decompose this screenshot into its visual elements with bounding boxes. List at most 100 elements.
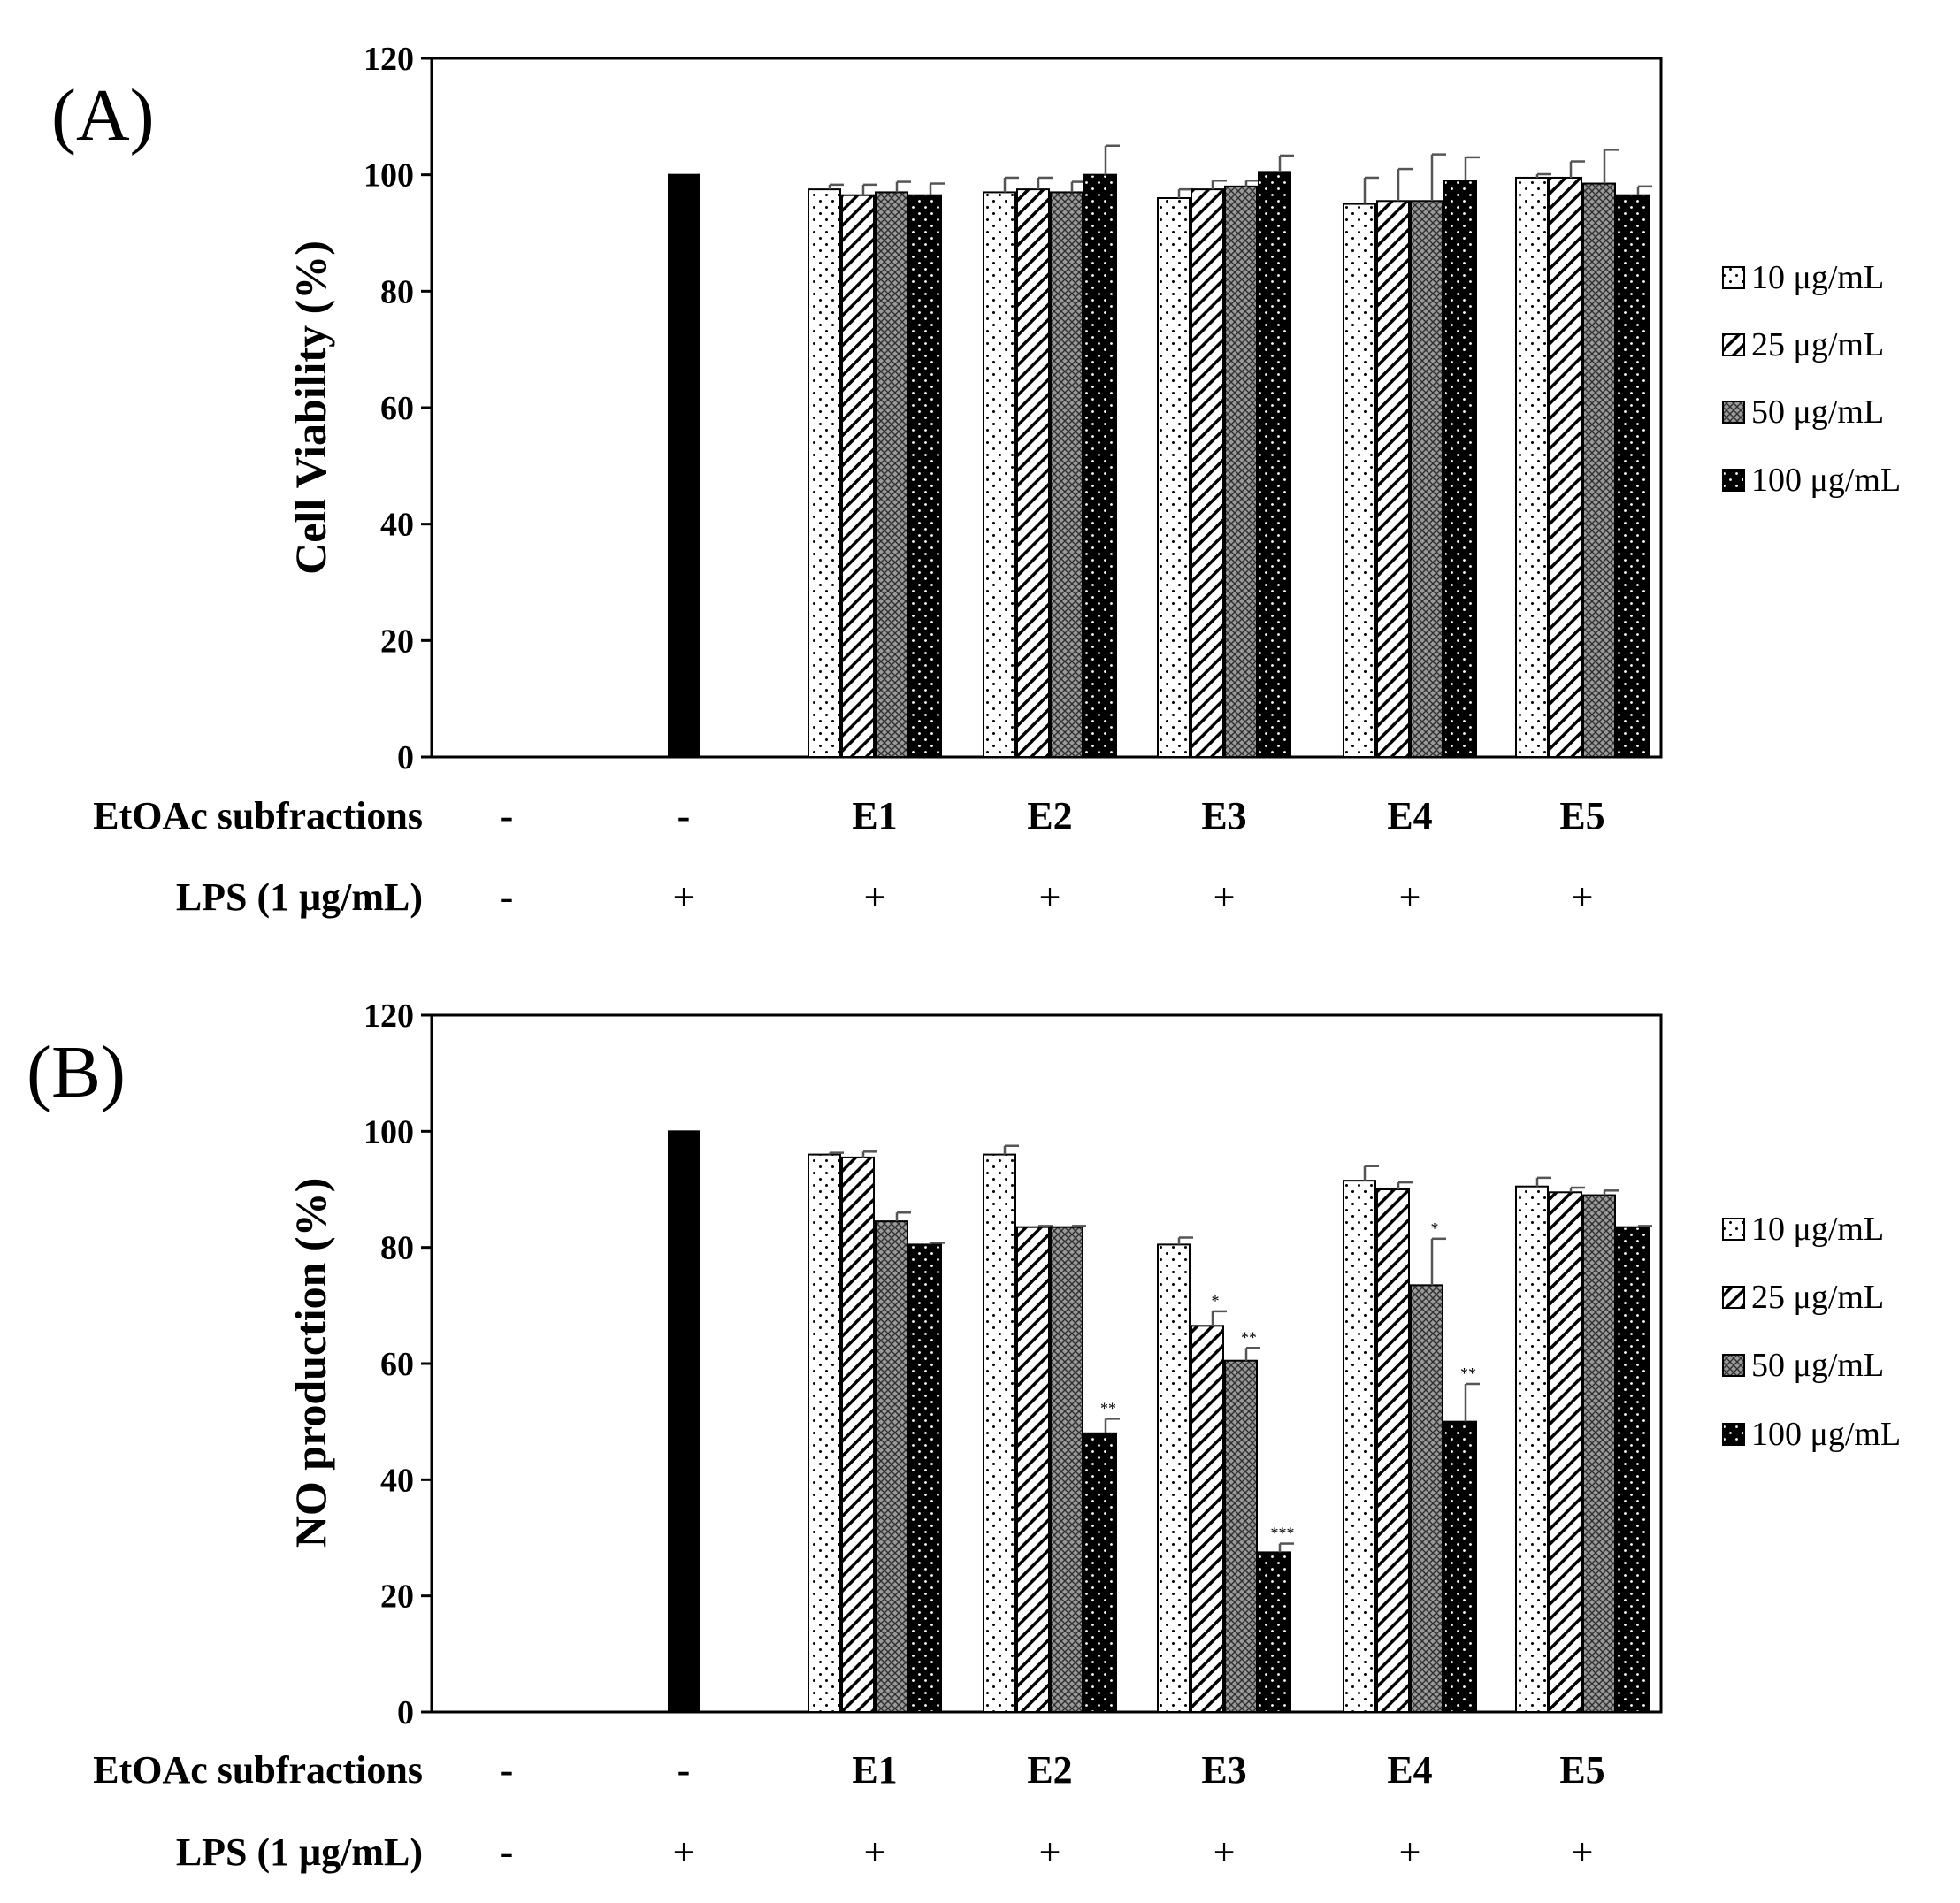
bar-conc-1: [1343, 203, 1376, 759]
legend-swatch: [1722, 1354, 1745, 1377]
legend-label: 50 μg/mL: [1751, 394, 1884, 431]
legend-swatch: [1722, 1218, 1745, 1241]
panel-a-extract-cell: E3: [1201, 794, 1246, 837]
significance-label: ***: [1271, 1525, 1295, 1542]
y-tick-label: 0: [397, 1694, 414, 1731]
significance-label: *: [1431, 1219, 1439, 1237]
legend-swatch: [1722, 266, 1745, 289]
legend-label: 25 μg/mL: [1751, 1279, 1884, 1316]
bar-conc-3: [1410, 200, 1443, 758]
panel-a-lps-row: - + + + + + +: [501, 875, 1594, 919]
panel-a-extract-cell: E4: [1387, 794, 1432, 837]
panel-a-lps-cell: +: [1214, 875, 1236, 919]
panel-b-lps-cell: +: [1399, 1830, 1421, 1874]
y-tick-label: 60: [380, 390, 414, 427]
bar-conc-4: [1083, 173, 1117, 758]
bar-conc-1: [808, 1153, 841, 1713]
legend-swatch: [1722, 1423, 1745, 1446]
panel-b-lps-cell: +: [1214, 1830, 1236, 1874]
legend-item: 25 μg/mL: [1722, 1279, 1884, 1316]
legend-item: 100 μg/mL: [1722, 462, 1901, 499]
legend-item: 10 μg/mL: [1722, 259, 1884, 296]
bar-conc-4: [1616, 194, 1650, 759]
bar-conc-2: [1191, 188, 1224, 758]
y-tick-label: 20: [380, 1578, 414, 1616]
panel-b-lps-cell: +: [673, 1830, 695, 1874]
bar-conc-2: [1191, 1325, 1224, 1713]
bar-conc-1: [1343, 1180, 1376, 1713]
bar-conc-1: [1157, 197, 1191, 758]
bar-lps-control: [668, 173, 700, 758]
legend-swatch: [1722, 401, 1745, 424]
panel-a-extract-row: - - E1 E2 E3 E4 E5: [501, 794, 1605, 837]
panel-a-lps-cell: +: [1399, 875, 1421, 919]
significance-label: **: [1460, 1364, 1476, 1382]
bar-conc-3: [1224, 185, 1258, 759]
significance-label: **: [1100, 1399, 1116, 1417]
legend-item: 10 μg/mL: [1722, 1211, 1884, 1248]
y-tick-label: 40: [380, 507, 414, 544]
panel-a-lps-row-label: LPS (1 μg/mL): [176, 875, 423, 919]
bar-conc-1: [1515, 176, 1549, 759]
panel-b-legend: 10 μg/mL 25 μg/mL 50 μg/mL 100 μg/mL: [1722, 1211, 1901, 1453]
panel-b-extract-row: - - E1 E2 E3 E4 E5: [501, 1748, 1605, 1792]
bar-lps-control: [668, 1130, 700, 1714]
panel-b-extract-cell: E5: [1559, 1748, 1604, 1792]
panel-b-extract-cell: E2: [1027, 1748, 1072, 1792]
panel-a-y-axis: 0 20 40 60 80 100 120: [364, 41, 432, 776]
legend-item: 50 μg/mL: [1722, 394, 1884, 431]
bar-conc-3: [1224, 1359, 1258, 1713]
y-tick-label: 80: [380, 1230, 414, 1267]
panel-a-lps-cell: +: [1572, 875, 1594, 919]
legend-item: 50 μg/mL: [1722, 1347, 1884, 1384]
bar-conc-4: [1258, 171, 1291, 758]
panel-b-y-axis-label: NO production (%): [286, 1178, 335, 1548]
panel-b-bars: ***********: [668, 1130, 1652, 1714]
bar-conc-1: [808, 188, 841, 758]
panel-a-extract-cell: -: [501, 794, 514, 837]
legend-label: 100 μg/mL: [1751, 1416, 1901, 1453]
panel-a-extract-cell: -: [678, 794, 691, 837]
legend-swatch: [1722, 469, 1745, 492]
legend-label: 100 μg/mL: [1751, 462, 1901, 499]
bar-conc-3: [875, 191, 908, 758]
bar-conc-2: [1016, 188, 1050, 758]
panel-b-lps-cell: +: [864, 1830, 886, 1874]
bar-conc-2: [1376, 1188, 1410, 1713]
panel-a-y-axis-label: Cell Viability (%): [286, 241, 335, 575]
panel-b-lps-cell: +: [1572, 1830, 1594, 1874]
bar-conc-4: [908, 194, 942, 759]
bar-conc-4: [1083, 1432, 1117, 1714]
bar-conc-3: [875, 1220, 908, 1714]
bar-conc-3: [1410, 1284, 1443, 1713]
bar-conc-2: [1549, 1191, 1582, 1713]
panel-b-lps-cell: +: [1039, 1830, 1061, 1874]
legend-label: 10 μg/mL: [1751, 1211, 1884, 1248]
y-tick-label: 60: [380, 1346, 414, 1383]
y-tick-label: 120: [364, 997, 414, 1035]
bar-conc-2: [1016, 1226, 1050, 1713]
y-tick-label: 80: [380, 273, 414, 310]
panel-b-lps-cell: -: [501, 1830, 514, 1874]
y-tick-label: 100: [364, 1113, 414, 1150]
bar-conc-1: [1515, 1185, 1549, 1713]
legend-item: 25 μg/mL: [1722, 326, 1884, 363]
bar-conc-2: [1549, 176, 1582, 759]
y-tick-label: 0: [397, 739, 414, 776]
bar-conc-1: [983, 191, 1016, 758]
panel-b-lps-row-label: LPS (1 μg/mL): [176, 1830, 423, 1874]
panel-a-letter: (A): [51, 74, 155, 157]
legend-swatch: [1722, 1286, 1745, 1309]
bar-conc-2: [841, 1156, 875, 1713]
bar-conc-3: [1050, 191, 1083, 758]
bar-conc-3: [1582, 182, 1616, 758]
panel-a-lps-cell: +: [673, 875, 695, 919]
bar-conc-4: [1258, 1551, 1291, 1713]
panel-a-extract-row-label: EtOAc subfractions: [93, 794, 423, 837]
bar-conc-2: [841, 194, 875, 759]
y-tick-label: 20: [380, 623, 414, 660]
legend-label: 10 μg/mL: [1751, 259, 1884, 296]
y-tick-label: 120: [364, 41, 414, 78]
panel-b-extract-cell: E3: [1201, 1748, 1246, 1792]
